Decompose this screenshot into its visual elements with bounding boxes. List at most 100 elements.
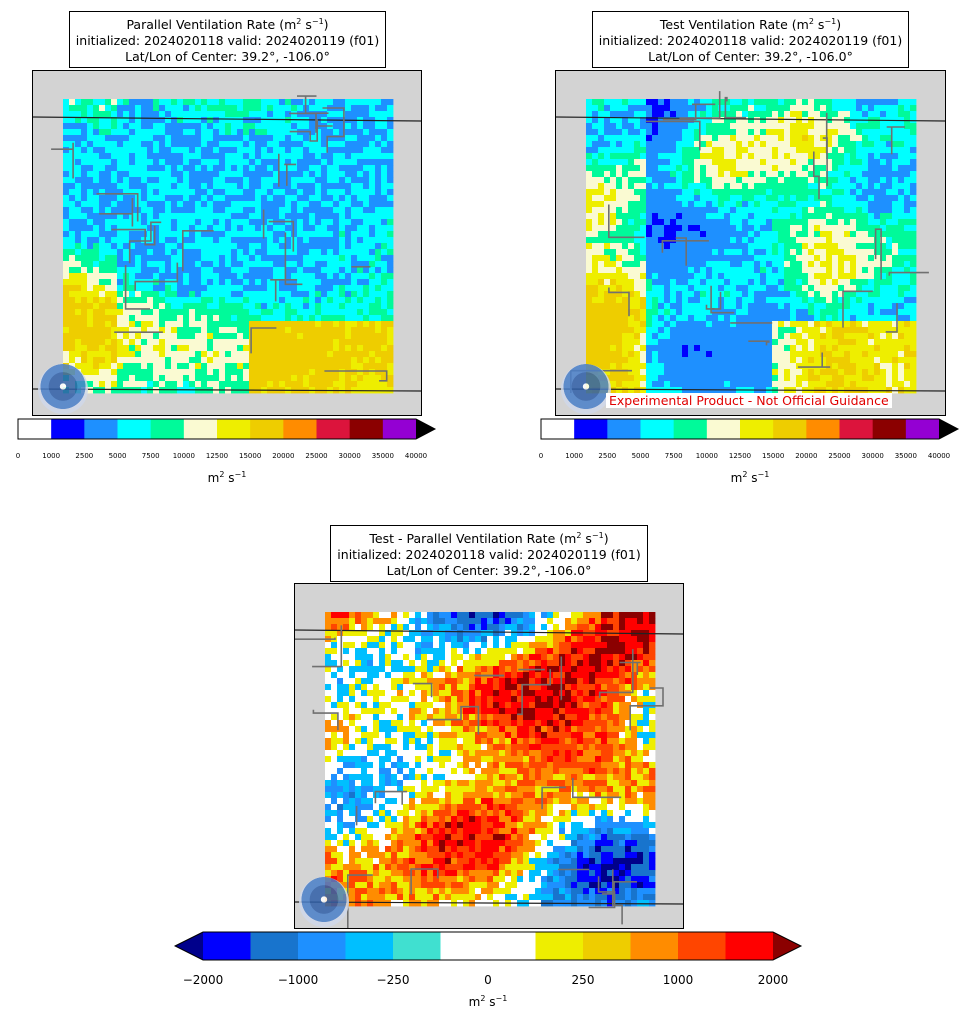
- field-cell: [189, 105, 196, 112]
- field-cell: [766, 219, 773, 226]
- field-cell: [664, 135, 671, 142]
- field-cell: [267, 135, 274, 142]
- field-cell: [832, 201, 839, 208]
- field-cell: [231, 255, 238, 262]
- field-cell: [357, 183, 364, 190]
- field-cell: [790, 171, 797, 178]
- field-cell: [219, 177, 226, 184]
- field-cell: [81, 147, 88, 154]
- field-cell: [790, 177, 797, 184]
- field-cell: [255, 345, 262, 352]
- field-cell: [820, 159, 827, 166]
- field-cell: [267, 105, 274, 112]
- field-cell: [123, 249, 130, 256]
- field-cell: [363, 279, 370, 286]
- field-cell: [171, 315, 178, 322]
- field-cell: [694, 297, 701, 304]
- field-cell: [153, 303, 160, 310]
- field-cell: [291, 195, 298, 202]
- field-cell: [309, 351, 316, 358]
- field-cell: [640, 207, 647, 214]
- field-cell: [129, 261, 136, 268]
- field-cell: [808, 273, 815, 280]
- field-cell: [778, 261, 785, 268]
- field-cell: [147, 327, 154, 334]
- field-cell: [766, 237, 773, 244]
- field-cell: [129, 291, 136, 298]
- field-cell: [297, 225, 304, 232]
- field-cell: [369, 219, 376, 226]
- field-cell: [243, 279, 250, 286]
- field-cell: [63, 285, 70, 292]
- field-cell: [321, 141, 328, 148]
- field-cell: [177, 231, 184, 238]
- field-cell: [309, 315, 316, 322]
- field-cell: [622, 231, 629, 238]
- field-cell: [273, 381, 280, 388]
- field-cell: [75, 231, 82, 238]
- field-cell: [75, 303, 82, 310]
- field-cell: [754, 165, 761, 172]
- field-cell: [622, 267, 629, 274]
- field-cell: [784, 141, 791, 148]
- field-cell: [604, 327, 611, 334]
- field-cell: [159, 177, 166, 184]
- field-cell: [183, 177, 190, 184]
- field-cell: [814, 237, 821, 244]
- field-cell: [279, 213, 286, 220]
- field-cell: [249, 159, 256, 166]
- field-cell: [652, 261, 659, 268]
- field-cell: [640, 309, 647, 316]
- field-cell: [622, 255, 629, 262]
- field-cell: [604, 231, 611, 238]
- field-cell: [375, 273, 382, 280]
- field-cell: [111, 243, 118, 250]
- field-cell: [111, 141, 118, 148]
- field-cell: [886, 321, 893, 328]
- field-cell: [303, 285, 310, 292]
- field-cell: [213, 165, 220, 172]
- cbar-unit-sup1: 2: [219, 470, 225, 479]
- field-cell: [682, 135, 689, 142]
- field-cell: [760, 153, 767, 160]
- field-cell: [111, 123, 118, 130]
- field-cell: [892, 273, 899, 280]
- field-cell: [724, 279, 731, 286]
- field-cell: [69, 333, 76, 340]
- field-cell: [766, 297, 773, 304]
- field-cell: [910, 291, 917, 298]
- field-cell: [646, 237, 653, 244]
- field-cell: [309, 237, 316, 244]
- field-cell: [586, 285, 593, 292]
- field-cell: [93, 369, 100, 376]
- field-cell: [69, 351, 76, 358]
- field-cell: [646, 225, 653, 232]
- field-cell: [177, 357, 184, 364]
- field-cell: [93, 285, 100, 292]
- field-cell: [279, 291, 286, 298]
- field-cell: [790, 333, 797, 340]
- field-cell: [183, 255, 190, 262]
- field-cell: [273, 327, 280, 334]
- field-cell: [285, 285, 292, 292]
- field-cell: [778, 291, 785, 298]
- field-cell: [610, 303, 617, 310]
- field-cell: [790, 267, 797, 274]
- field-cell: [357, 99, 364, 106]
- field-cell: [814, 135, 821, 142]
- field-cell: [688, 285, 695, 292]
- field-cell: [333, 279, 340, 286]
- field-cell: [910, 321, 917, 328]
- field-cell: [315, 183, 322, 190]
- field-cell: [225, 255, 232, 262]
- field-cell: [231, 171, 238, 178]
- field-cell: [874, 165, 881, 172]
- field-cell: [63, 261, 70, 268]
- field-cell: [910, 303, 917, 310]
- field-cell: [640, 201, 647, 208]
- field-cell: [129, 357, 136, 364]
- field-cell: [177, 129, 184, 136]
- field-cell: [141, 255, 148, 262]
- field-cell: [688, 225, 695, 232]
- field-cell: [682, 279, 689, 286]
